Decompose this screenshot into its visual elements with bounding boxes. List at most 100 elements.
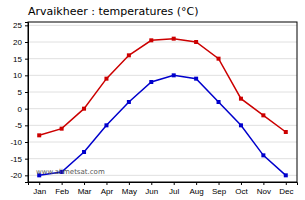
marker (194, 40, 198, 44)
marker (127, 53, 131, 57)
x-tick-mark (263, 182, 264, 185)
marker (149, 38, 153, 42)
x-tick-label: Oct (235, 187, 248, 196)
marker (82, 107, 86, 111)
y-tick: 5 (18, 88, 28, 97)
grid-line (28, 92, 297, 93)
x-tick-label: Nov (257, 187, 271, 196)
y-tick: 20 (13, 38, 28, 47)
marker (239, 123, 243, 127)
marker (172, 37, 176, 41)
x-tick: Oct (235, 182, 248, 196)
x-tick-mark (286, 182, 287, 185)
x-tick: Mar (78, 182, 92, 196)
grid-line (28, 108, 297, 109)
y-tick-mark (25, 25, 28, 26)
x-axis: Jan Feb Mar Apr May Jun Jul Aug Sep Oct Nov Dec (29, 182, 298, 196)
marker (149, 80, 153, 84)
x-tick-mark (39, 182, 40, 185)
x-tick-label: Mar (78, 187, 92, 196)
y-tick-label: 20 (13, 38, 22, 47)
y-tick-label: -20 (10, 171, 22, 180)
y-tick-label: 0 (18, 105, 23, 114)
marker (127, 100, 131, 104)
y-tick: -10 (10, 138, 28, 147)
marker (37, 133, 41, 137)
chart: -20-15-10-50510152025JanFebMarAprMayJunJ… (0, 0, 305, 200)
y-tick-mark (25, 159, 28, 160)
x-tick-label: Jan (33, 187, 46, 196)
grid-line (28, 58, 297, 59)
plot: -20-15-10-50510152025JanFebMarAprMayJunJ… (10, 21, 297, 195)
grid-line (28, 42, 297, 43)
x-tick-label: Jul (169, 187, 179, 196)
marker (217, 100, 221, 104)
x-tick: May (122, 182, 137, 196)
grid-line (28, 142, 297, 143)
grid-line (28, 158, 297, 159)
y-tick-mark (25, 142, 28, 143)
x-tick: Aug (190, 182, 204, 196)
x-tick-label: Jun (145, 187, 158, 196)
y-tick-mark (25, 109, 28, 110)
x-tick: Nov (257, 182, 271, 196)
x-tick-label: Dec (279, 187, 293, 196)
x-tick-mark (106, 182, 107, 185)
x-tick: Feb (55, 182, 69, 196)
plot-frame (28, 22, 297, 182)
marker (172, 73, 176, 77)
y-tick-mark (25, 59, 28, 60)
x-tick: Apr (101, 182, 114, 196)
marker (104, 123, 108, 127)
x-tick-mark (84, 182, 85, 185)
x-tick-mark (174, 182, 175, 185)
marker (284, 130, 288, 134)
y-tick: 25 (13, 21, 28, 30)
y-tick-label: -5 (15, 121, 23, 130)
grid-line (28, 25, 297, 26)
x-tick-mark (241, 182, 242, 185)
marker (261, 113, 265, 117)
x-tick-label: Aug (190, 187, 204, 196)
x-tick-label: Feb (55, 187, 69, 196)
y-tick-mark (25, 92, 28, 93)
marker (217, 57, 221, 61)
x-tick-mark (196, 182, 197, 185)
x-tick: Jul (169, 182, 179, 196)
y-tick: -5 (15, 121, 28, 130)
x-tick-mark (151, 182, 152, 185)
x-tick: Jun (145, 182, 158, 196)
marker (82, 150, 86, 154)
y-tick-label: 10 (13, 71, 22, 80)
y-tick: 0 (18, 105, 28, 114)
y-tick: 15 (13, 55, 28, 64)
y-tick-label: 15 (13, 55, 22, 64)
y-tick-mark (25, 175, 28, 176)
series-line (39, 39, 286, 136)
y-tick-mark (25, 75, 28, 76)
series-line (39, 75, 286, 175)
marker (239, 97, 243, 101)
title: Arvaikheer : temperatures (°C) (28, 5, 199, 18)
marker (284, 173, 288, 177)
x-tick-mark (129, 182, 130, 185)
y-tick-mark (25, 42, 28, 43)
x-tick-mark (219, 182, 220, 185)
y-tick-label: -15 (10, 155, 22, 164)
y-tick: 10 (13, 71, 28, 80)
grid (28, 25, 297, 175)
marks (37, 37, 288, 178)
x-tick: Sep (212, 182, 227, 196)
y-tick-label: -10 (10, 138, 22, 147)
x-tick-label: Sep (212, 187, 227, 196)
x-tick: Jan (33, 182, 46, 196)
marker (104, 77, 108, 81)
y-tick: -20 (10, 171, 28, 180)
x-tick-label: May (122, 187, 137, 196)
y-axis-line (25, 23, 29, 183)
x-tick-mark (62, 182, 63, 185)
marker (261, 153, 265, 157)
grid-line (28, 75, 297, 76)
y-tick-label: 25 (13, 21, 22, 30)
y-axis: -20 -15 -10 -5 0 5 10 15 20 25 (10, 21, 28, 182)
